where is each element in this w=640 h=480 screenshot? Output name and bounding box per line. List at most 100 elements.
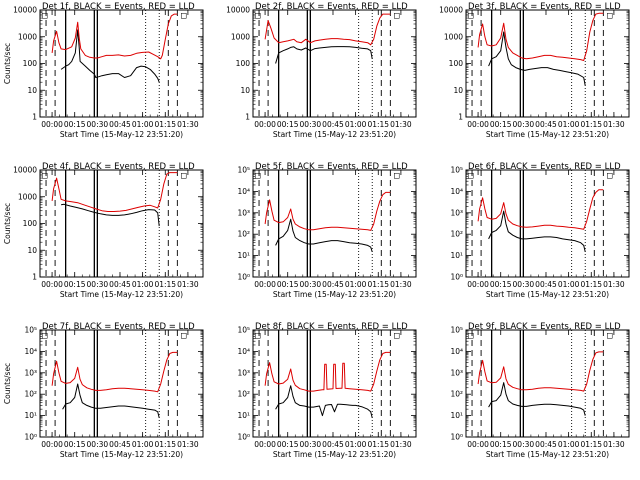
y-tick-label: 10000 [226,6,250,15]
x-tick-label: 00:15 [64,120,86,129]
x-axis-label: Start Time (15-May-12 23:51:20) [60,290,183,299]
y-axis-label: Counts/sec [3,43,12,84]
lld-series-line [477,12,604,61]
x-tick-label: 01:15 [367,120,389,129]
x-tick-label: 00:15 [490,440,512,449]
detector-plot: Det 5f, BLACK = Events, RED = LLD□ □ 10⁰ 10… [237,162,417,299]
detector-plot: Det 6f, BLACK = Events, RED = LLD□ □ 10⁰ 10… [450,162,630,299]
y-axis-label: Counts/sec [3,363,12,404]
detector-panel: Det 1f, BLACK = Events, RED = LLD □ □ 1 10 10… [0,0,213,160]
x-tick-label: 01:15 [367,280,389,289]
x-tick-label: 01:30 [603,280,625,289]
lld-series-line [264,191,391,231]
events-series-line [61,203,160,227]
x-tick-label: 01:30 [177,280,199,289]
x-tick-label: 01:00 [345,280,367,289]
panel-title: Det 6f, BLACK = Events, RED = LLD [468,162,621,172]
detector-panel: Det 5f, BLACK = Events, RED = LLD □ □ 10⁰ 10… [213,160,426,320]
x-tick-label: 01:15 [154,440,176,449]
detector-panel: Det 2f, BLACK = Events, RED = LLD □ □ 1 10 10… [213,0,426,160]
x-tick-label: 00:15 [277,280,299,289]
x-tick-label: 00:45 [322,440,344,449]
lld-series-line [51,351,178,393]
x-tick-label: 00:00 [254,440,276,449]
panel-title: Det 9f, BLACK = Events, RED = LLD [468,322,621,332]
y-tick-label: 10⁴ [450,347,463,356]
x-axis-label: Start Time (15-May-12 23:51:20) [60,130,183,139]
y-tick-label: 10000 [13,6,37,15]
legend-marker: □ [394,171,400,181]
x-tick-label: 01:00 [132,120,154,129]
x-tick-label: 00:00 [41,120,63,129]
detector-plot: Det 2f, BLACK = Events, RED = LLD□ □ 1 10 10… [226,2,417,139]
y-tick-label: 100 [23,59,38,68]
y-tick-label: 10⁵ [24,326,37,335]
x-tick-label: 01:15 [580,440,602,449]
y-tick-label: 10³ [450,368,463,377]
x-tick-label: 00:30 [300,280,322,289]
x-tick-label: 00:45 [109,440,131,449]
x-tick-label: 00:15 [277,440,299,449]
panel-title: Det 5f, BLACK = Events, RED = LLD [255,162,408,172]
x-tick-label: 00:15 [64,440,86,449]
detector-panel: Det 4f, BLACK = Events, RED = LLD □ □ 1 10 10… [0,160,213,320]
plot-frame [465,329,630,438]
y-tick-label: 1000 [231,32,250,41]
x-tick-label: 00:30 [513,280,535,289]
y-tick-label: 100 [449,59,464,68]
legend-marker: □ [42,11,48,21]
lld-series-line [264,351,391,392]
y-tick-label: 10³ [450,208,463,217]
y-tick-label: 10⁵ [450,166,463,175]
x-tick-label: 00:45 [109,280,131,289]
plot-frame [39,9,204,118]
y-tick-label: 10⁰ [237,273,250,282]
x-axis-label: Start Time (15-May-12 23:51:20) [273,130,396,139]
y-tick-label: 100 [236,59,251,68]
x-tick-label: 01:15 [580,120,602,129]
y-tick-label: 10² [237,230,250,239]
panel-title: Det 8f, BLACK = Events, RED = LLD [255,322,408,332]
legend-marker: □ [181,171,187,181]
detector-plot: Det 1f, BLACK = Events, RED = LLD□ □ 1 10 10… [3,2,204,139]
y-tick-label: 10¹ [450,411,463,420]
x-tick-label: 01:00 [345,120,367,129]
y-tick-label: 10⁰ [24,433,37,442]
panel-title: Det 1f, BLACK = Events, RED = LLD [42,2,195,12]
y-tick-label: 10¹ [237,251,250,260]
detector-plot: Det 4f, BLACK = Events, RED = LLD□ □ 1 10 10… [3,162,204,299]
x-tick-label: 00:45 [322,280,344,289]
y-tick-label: 10² [450,390,463,399]
x-tick-label: 00:00 [467,440,489,449]
legend-marker: □ [468,331,474,341]
detector-plot: Det 7f, BLACK = Events, RED = LLD□ □ 10⁰ 10… [3,322,204,459]
y-tick-label: 10¹ [237,411,250,420]
x-tick-label: 00:30 [87,440,109,449]
x-tick-label: 00:45 [535,280,557,289]
x-tick-label: 00:30 [87,280,109,289]
detector-panel: Det 7f, BLACK = Events, RED = LLD □ □ 10⁰ 10… [0,320,213,480]
y-tick-label: 1000 [18,192,37,201]
panel-title: Det 2f, BLACK = Events, RED = LLD [255,2,408,12]
legend-marker: □ [468,171,474,181]
legend-marker: □ [394,331,400,341]
legend-marker: □ [607,171,613,181]
y-tick-label: 10³ [237,368,250,377]
lld-series-line [477,351,604,392]
x-tick-label: 00:30 [87,120,109,129]
x-tick-label: 01:00 [558,120,580,129]
y-tick-label: 1 [458,113,463,122]
x-axis-label: Start Time (15-May-12 23:51:20) [273,290,396,299]
legend-marker: □ [607,11,613,21]
y-tick-label: 100 [23,219,38,228]
y-tick-label: 10¹ [24,411,37,420]
y-tick-label: 10³ [24,368,37,377]
y-tick-label: 10⁴ [24,347,37,356]
lld-series-line [51,172,178,212]
detector-plot: Det 8f, BLACK = Events, RED = LLD□ □ 10⁰ 10… [237,322,417,459]
y-tick-label: 10⁰ [237,433,250,442]
y-tick-label: 10 [27,246,37,255]
plot-frame [465,169,630,278]
legend-marker: □ [607,331,613,341]
